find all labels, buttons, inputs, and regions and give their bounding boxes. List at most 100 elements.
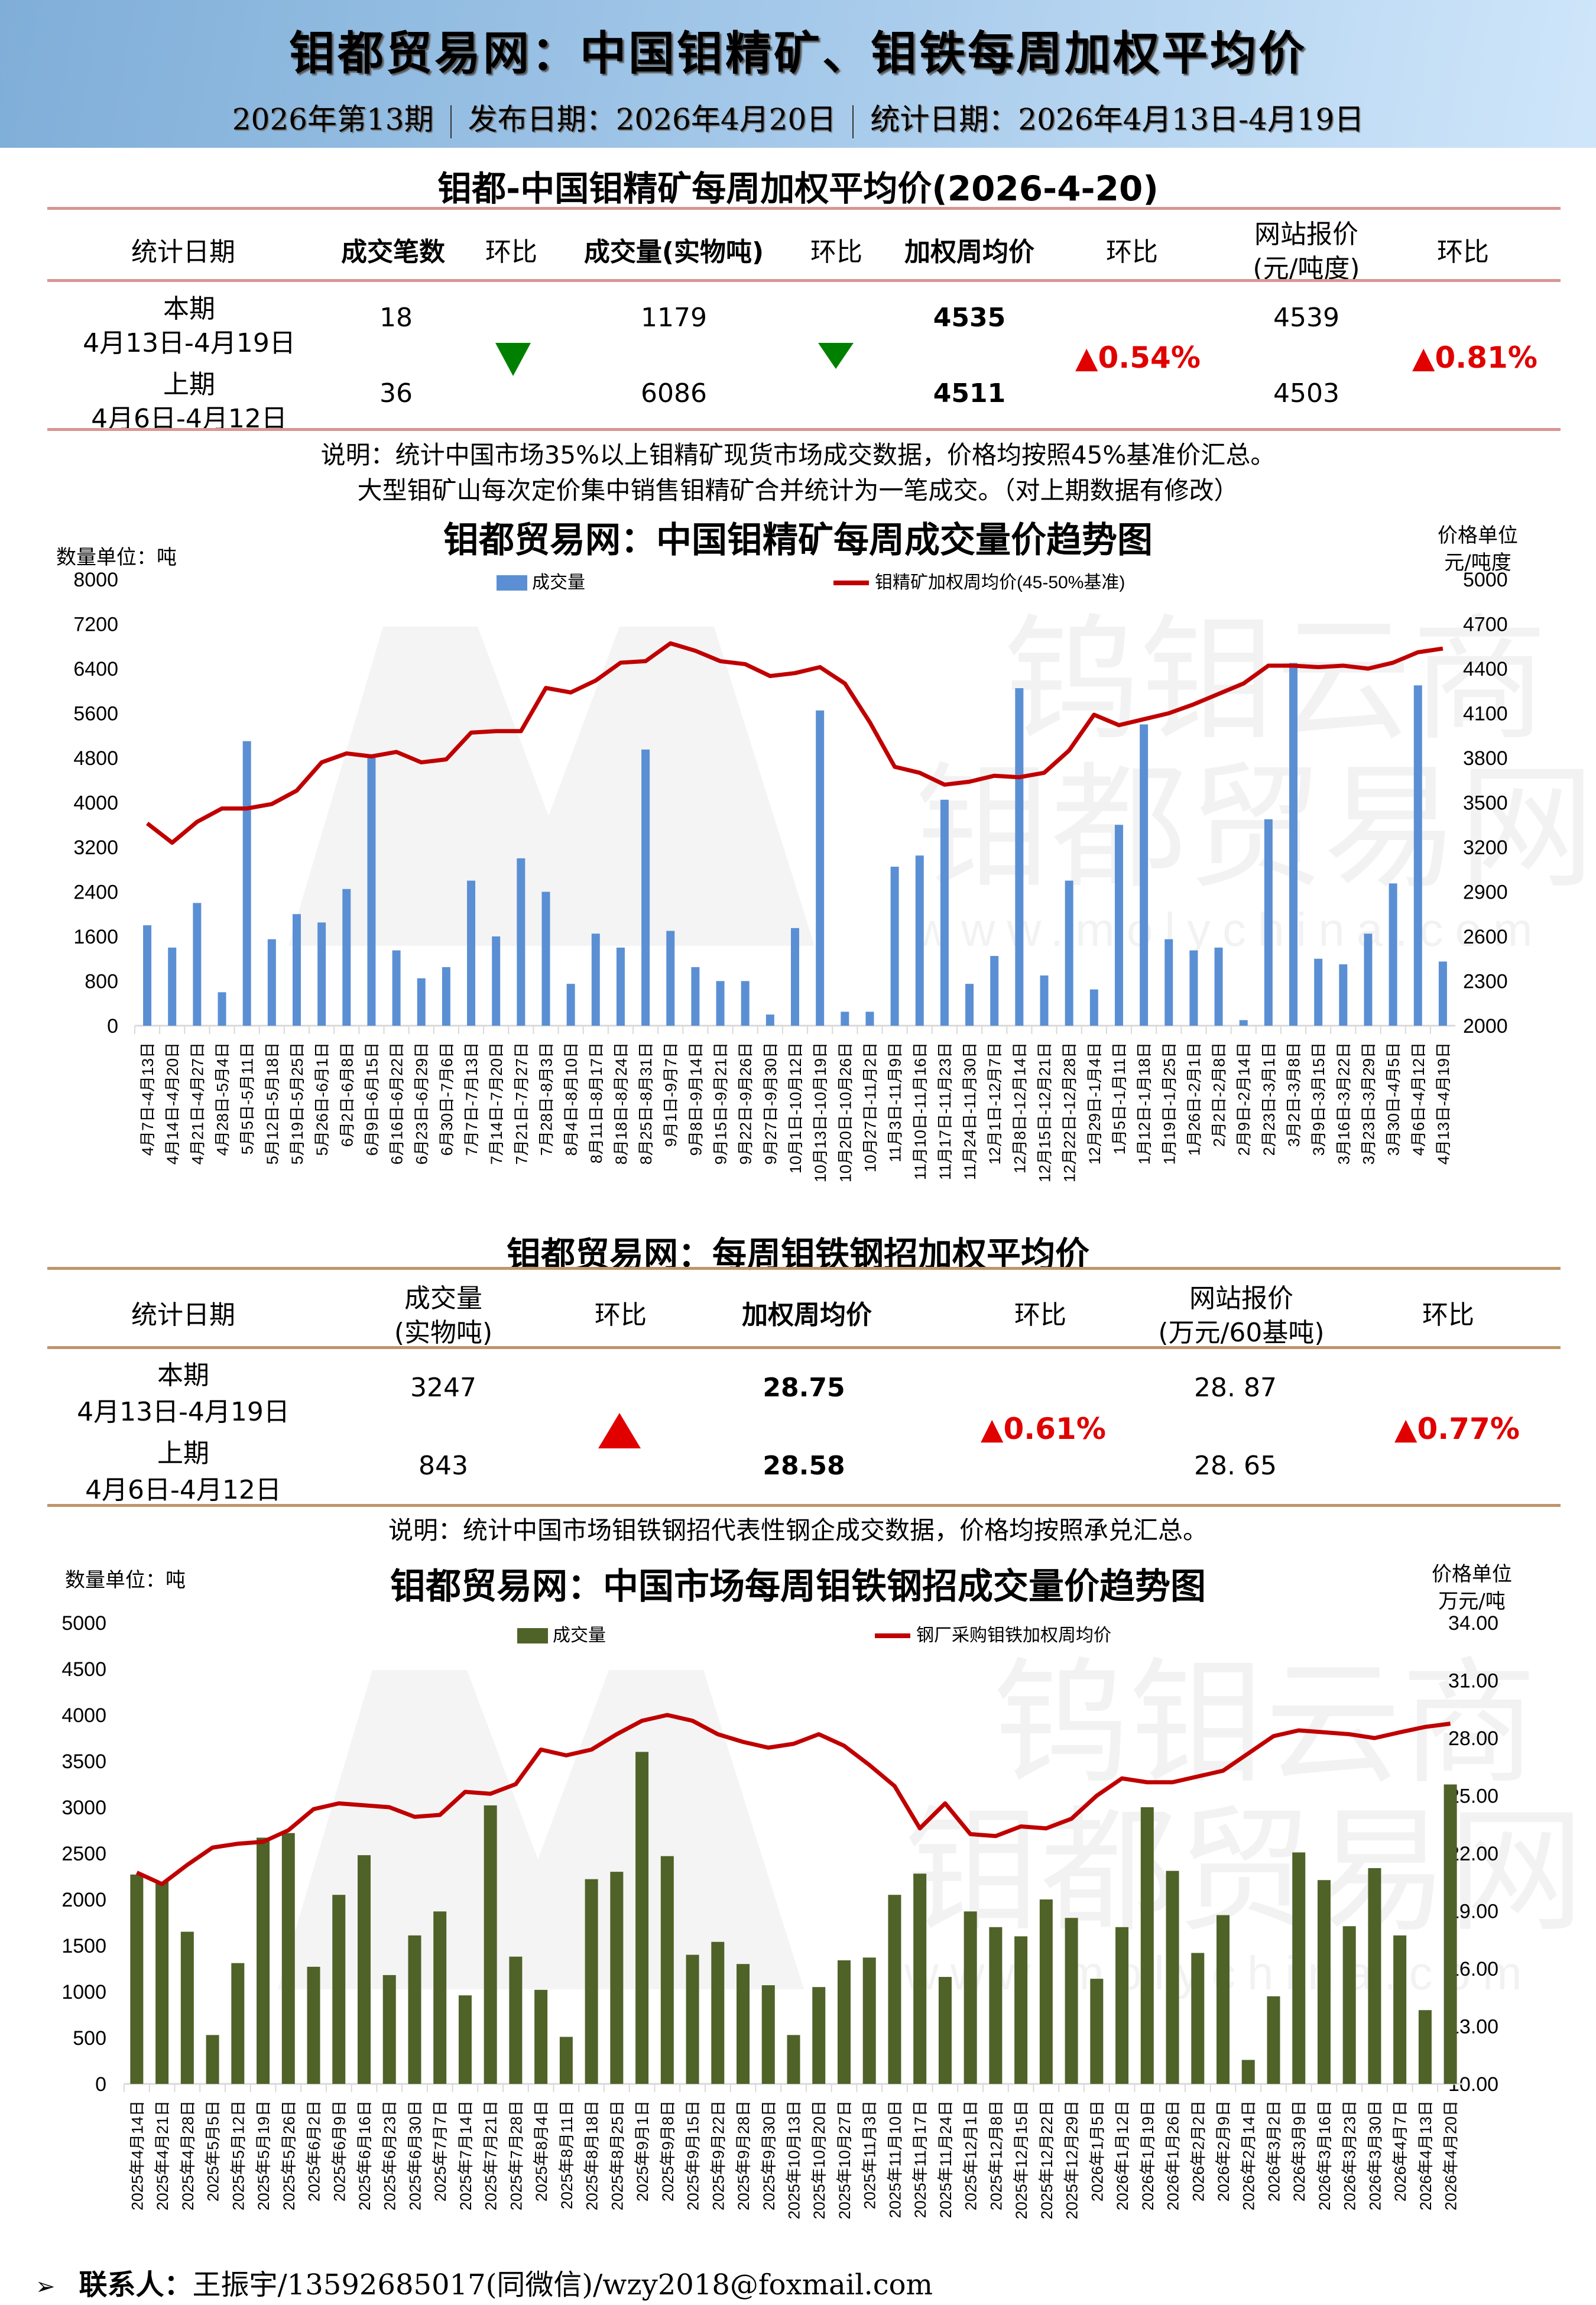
x-axis-label: 5月19日-5月25日 <box>288 1042 306 1165</box>
volume-bar <box>281 1833 295 2084</box>
x-axis-label: 6月9日-6月15日 <box>363 1042 381 1156</box>
x-axis-label: 1月26日-2月1日 <box>1185 1042 1203 1156</box>
x-axis-label: 8月25日-8月31日 <box>637 1042 655 1165</box>
x-axis-label: 2025年11月10日 <box>886 2100 904 2218</box>
x-axis-label: 6月16日-6月22日 <box>388 1042 406 1165</box>
volume-bar <box>143 925 152 1026</box>
x-axis-label: 1月12日-1月18日 <box>1136 1042 1153 1165</box>
x-axis-label: 2025年5月26日 <box>280 2100 298 2210</box>
volume-bar <box>1214 947 1223 1026</box>
chart2-right-axis-unit2: 万元/吨 <box>1438 1590 1506 1613</box>
concentrate-table-title: 钼都-中国钼精矿每周加权平均价(2026-4-20) <box>437 168 1159 209</box>
volume-bar <box>484 1805 497 2084</box>
volume-bar <box>1267 1996 1280 2084</box>
volume-bar <box>1241 2060 1255 2084</box>
x-axis-label: 2026年4月20日 <box>1442 2100 1460 2210</box>
volume-bar <box>1317 1880 1331 2084</box>
right-axis-tick: 5000 <box>1463 569 1508 591</box>
x-axis-label: 6月23日-6月29日 <box>413 1042 431 1165</box>
x-axis-label: 2025年10月13日 <box>786 2100 803 2219</box>
x-axis-label: 2025年5月19日 <box>255 2100 273 2210</box>
volume-bar <box>1443 1784 1457 2084</box>
table-rule <box>47 428 1561 431</box>
right-axis-tick: 2000 <box>1463 1015 1508 1038</box>
volume-bar <box>666 931 675 1026</box>
x-axis-label: 2025年8月25日 <box>608 2100 626 2210</box>
x-axis-label: 11月17日-11月23日 <box>936 1042 954 1180</box>
volume-bar <box>367 758 376 1026</box>
volume-bar <box>1114 825 1123 1026</box>
col-header-chg: 环比 <box>1437 237 1489 267</box>
volume-bar <box>541 891 550 1026</box>
chart2-left-axis-unit: 数量单位：吨 <box>65 1568 186 1592</box>
x-axis-label: 12月1日-12月7日 <box>986 1042 1004 1165</box>
x-axis-label: 2025年4月21日 <box>154 2100 171 2210</box>
volume-bar <box>1140 724 1149 1026</box>
x-axis-label: 3月30日-4月5日 <box>1385 1042 1403 1156</box>
x-axis-label: 7月14日-7月20日 <box>488 1042 505 1165</box>
previous-volume: 6086 <box>641 378 707 409</box>
right-axis-tick: 4100 <box>1463 703 1508 725</box>
volume-bar <box>641 749 650 1026</box>
volume-bar <box>812 1987 826 2084</box>
left-axis-tick: 3000 <box>61 1797 106 1819</box>
x-axis-label: 2025年5月12日 <box>229 2100 247 2210</box>
volume-bar <box>168 947 177 1026</box>
x-axis-label: 4月28日-5月4日 <box>214 1042 232 1156</box>
x-axis-label: 2025年6月16日 <box>356 2100 374 2210</box>
col-header-quote-unit: (万元/60基吨) <box>1158 1318 1325 1348</box>
x-axis-label: 4月6日-4月12日 <box>1410 1042 1428 1156</box>
left-axis-tick: 2000 <box>61 1889 106 1911</box>
volume-bar <box>890 867 899 1026</box>
chart2-title: 钼都贸易网：中国市场每周钼铁钢招成交量价趋势图 <box>390 1566 1206 1607</box>
volume-bar <box>408 1935 421 2084</box>
arrow-bullet-icon: ➢ <box>35 2273 56 2300</box>
volume-bar <box>267 939 276 1026</box>
legend-line-label: 钢厂采购钼铁加权周均价 <box>916 1626 1111 1645</box>
row-current-range: 4月13日-4月19日 <box>83 328 296 358</box>
volume-bar <box>155 1882 169 2084</box>
right-axis-tick: 3800 <box>1463 747 1508 770</box>
x-axis-label: 11月10日-11月16日 <box>911 1042 929 1180</box>
publish-date: 发布日期：2026年4月20日 <box>468 102 836 137</box>
volume-bar <box>716 981 725 1026</box>
row-previous-range: 4月6日-4月12日 <box>85 1475 281 1505</box>
right-axis-tick: 28.00 <box>1448 1727 1498 1750</box>
volume-bar <box>791 928 799 1026</box>
issue-number: 2026年第13期 <box>232 102 434 137</box>
x-axis-label: 2025年5月5日 <box>205 2100 222 2202</box>
left-axis-tick: 5600 <box>73 703 118 725</box>
left-axis-tick: 2400 <box>73 881 118 904</box>
svg-text:钨钼云商: 钨钼云商 <box>1004 604 1548 756</box>
legend-bar-label: 成交量 <box>532 573 585 592</box>
previous-volume: 843 <box>419 1451 468 1481</box>
volume-bar <box>566 984 575 1026</box>
volume-bar <box>1314 958 1323 1026</box>
volume-bar <box>218 992 226 1026</box>
x-axis-label: 2025年12月1日 <box>962 2100 980 2210</box>
right-axis-tick: 2300 <box>1463 971 1508 993</box>
volume-bar <box>1164 939 1173 1026</box>
volume-bar <box>458 1995 472 2084</box>
table-rule <box>47 1267 1561 1270</box>
volume-bar <box>686 1954 699 2084</box>
volume-bar <box>741 981 750 1026</box>
previous-quote: 4503 <box>1273 378 1339 409</box>
x-axis-label: 2026年3月9日 <box>1290 2100 1308 2202</box>
x-axis-label: 2025年4月14日 <box>128 2100 146 2210</box>
x-axis-label: 2025年11月3日 <box>861 2100 879 2209</box>
volume-bar <box>938 1977 952 2084</box>
volume-bar <box>585 1879 598 2084</box>
report-subtitle: 2026年第13期 发布日期：2026年4月20日 统计日期：2026年4月13日-… <box>0 96 1596 138</box>
volume-bar <box>1292 1852 1306 2084</box>
volume-bar <box>193 903 202 1026</box>
wavg-change: ▲0.61% <box>981 1412 1106 1446</box>
x-axis-label: 8月11日-8月17日 <box>588 1042 605 1163</box>
x-axis-label: 3月23日-3月29日 <box>1360 1042 1377 1165</box>
volume-bar <box>1040 975 1049 1026</box>
down-arrow-icon <box>818 343 854 369</box>
volume-bar <box>737 1964 750 2084</box>
left-axis-tick: 7200 <box>73 614 118 636</box>
x-axis-label: 2025年7月28日 <box>507 2100 525 2210</box>
